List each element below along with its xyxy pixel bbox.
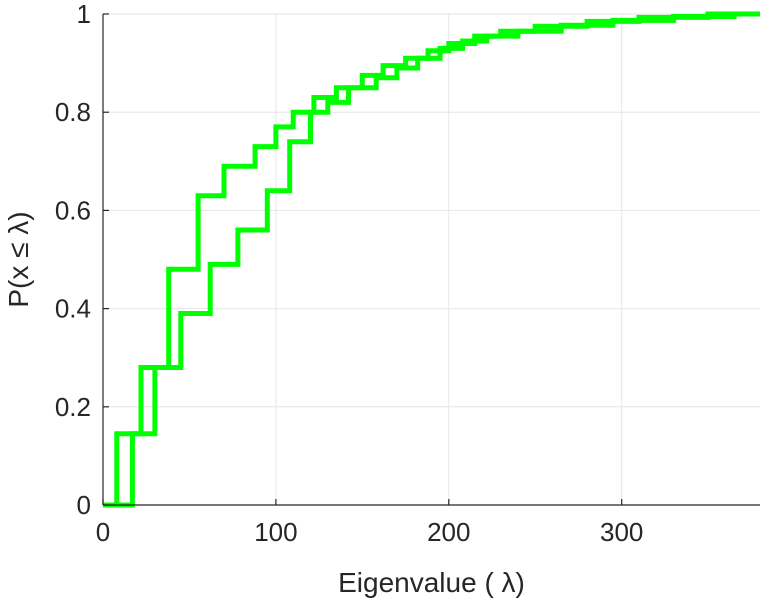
x-tick-label: 300: [600, 517, 643, 547]
tick-labels: 0 100 200 300 0 0.2 0.4 0.6 0.8 1: [55, 0, 644, 547]
x-axis-label: Eigenvalue ( λ): [338, 567, 525, 598]
ecdf-step-line-2: [103, 11, 760, 508]
x-tick-label: 100: [254, 517, 297, 547]
y-tick-label: 0.4: [55, 294, 91, 324]
grid: [103, 13, 760, 505]
y-tick-label: 0.6: [55, 195, 91, 225]
x-tick-label: 200: [427, 517, 470, 547]
x-tick-label: 0: [96, 517, 110, 547]
y-axis-label: P(x ≤ λ): [3, 211, 34, 307]
y-tick-label: 1: [77, 0, 91, 29]
series-layer: [103, 11, 760, 508]
ecdf-step-line-1: [103, 11, 760, 508]
y-tick-label: 0.8: [55, 97, 91, 127]
axes: [102, 13, 760, 506]
y-tick-label: 0: [77, 490, 91, 520]
y-tick-label: 0.2: [55, 392, 91, 422]
